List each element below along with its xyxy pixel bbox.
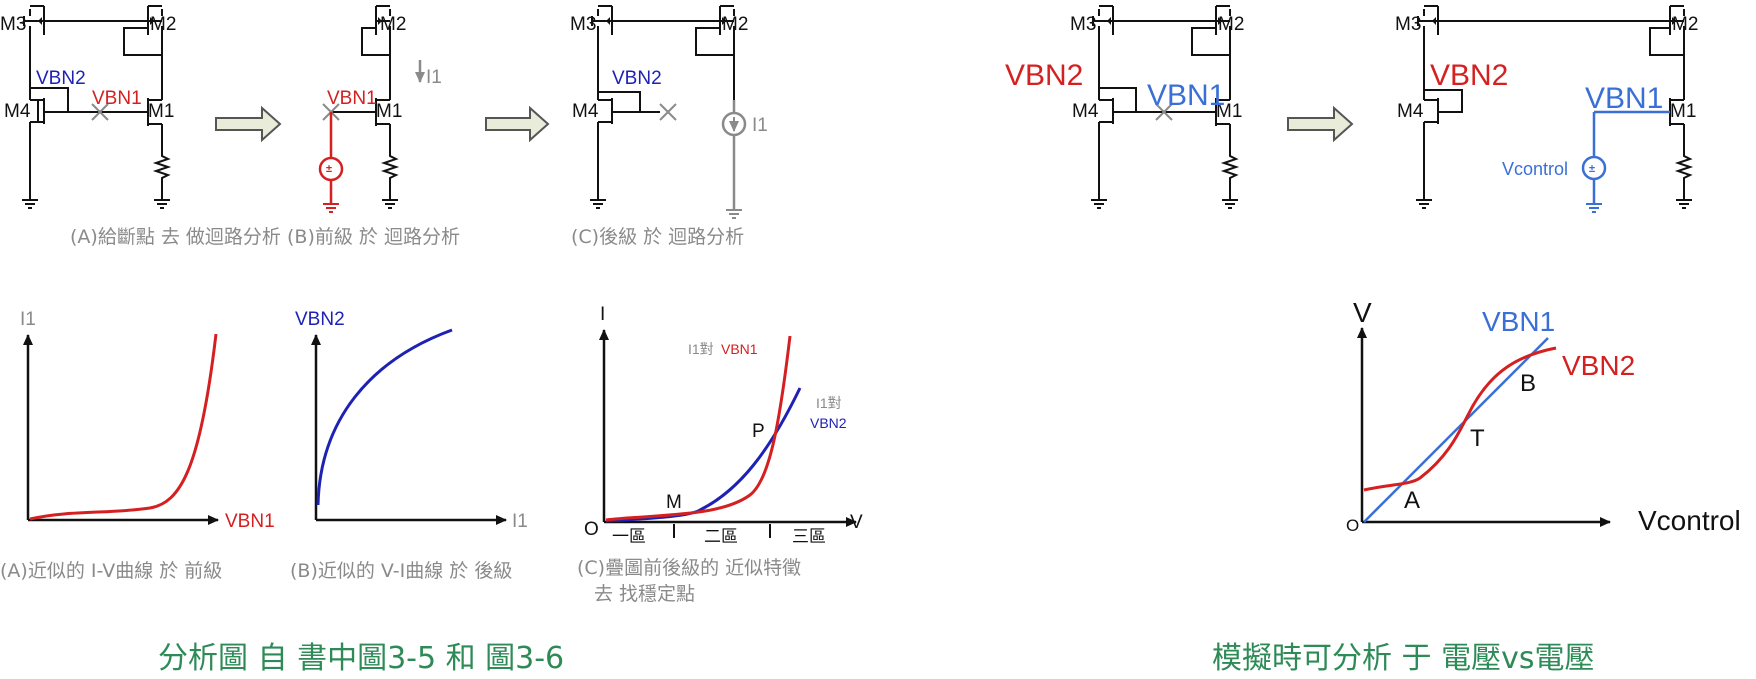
caption-line1: (C)疊圖前後級的 近似特徵 [577, 557, 801, 579]
label-i1: I1 [752, 115, 768, 136]
svg-text:±: ± [326, 163, 332, 175]
label-m3: M3 [570, 14, 596, 35]
x-label: I1 [512, 511, 528, 532]
transition-arrow [485, 105, 550, 143]
curve1-label-v: VBN1 [721, 341, 758, 357]
label-vbn2: VBN2 [1430, 59, 1508, 92]
transition-arrow [1287, 105, 1354, 143]
label-m2: M2 [380, 14, 406, 35]
curve-label: VBN2 [1562, 350, 1635, 381]
voltage-source-icon [318, 156, 344, 182]
label-vbn2: VBN2 [36, 68, 86, 89]
footer-left: 分析圖 自 書中圖3-5 和 圖3-6 [158, 641, 564, 676]
line-vbn1 [1363, 337, 1549, 523]
label-m2: M2 [1672, 14, 1698, 35]
label-vbn2: VBN2 [612, 68, 662, 89]
caption-line2: 去 找穩定點 [594, 583, 695, 605]
label-m4: M4 [1397, 101, 1424, 122]
point-b: B [1520, 370, 1536, 397]
label-m2: M2 [150, 14, 176, 35]
label-vcontrol: Vcontrol [1502, 159, 1568, 179]
transistor-m1 [147, 98, 163, 150]
label-m1: M1 [1670, 101, 1696, 122]
graph-a: I1 VBN1 (A)近似的 I-V曲線 於 前級 [0, 309, 275, 582]
label-vbn1: VBN1 [1147, 79, 1225, 112]
point-a: A [1404, 487, 1420, 514]
circuit-b: M2 M1 I1 VBN1 ± (B)前級 於 迴路分析 [287, 5, 460, 248]
curve-vbn2 [1363, 346, 1557, 492]
circuit-e: M3 M2 M4 M1 ± VBN2 VBN1 Vcontrol [1395, 5, 1698, 213]
label-m3: M3 [0, 14, 26, 35]
y-label: V [1353, 297, 1372, 328]
origin-label: O [584, 519, 599, 540]
label-m2: M2 [722, 14, 748, 35]
curve-vbn1 [605, 335, 792, 522]
graph-d: V Vcontrol O VBN1 VBN2 A T B [1346, 297, 1741, 536]
point-m: M [666, 492, 682, 513]
label-m1: M1 [376, 101, 402, 122]
caption-c: (C)後級 於 迴路分析 [571, 226, 744, 248]
label-i1: I1 [426, 67, 442, 88]
circuit-c: M3 M2 M4 VBN2 I1 (C)後級 於 迴路分析 [570, 5, 768, 248]
iv-curve [29, 333, 218, 521]
svg-text:±: ± [1589, 163, 1595, 175]
x-label: VBN1 [225, 511, 275, 532]
label-vbn1: VBN1 [1585, 82, 1663, 115]
label-vbn1: VBN1 [92, 88, 142, 109]
graph-b: VBN2 I1 (B)近似的 V-I曲線 於 後級 [290, 309, 528, 582]
curve2-label-v: VBN2 [810, 415, 847, 431]
caption-a: (A)給斷點 去 做迴路分析 [70, 226, 281, 248]
label-m2: M2 [1218, 14, 1244, 35]
region-3: 三區 [792, 527, 826, 546]
label-m1: M1 [148, 101, 174, 122]
voltage-source-icon [1581, 155, 1607, 181]
point-p: P [752, 421, 765, 442]
label-m4: M4 [4, 101, 31, 122]
y-label: I1 [20, 309, 36, 330]
x-label: Vcontrol [1638, 505, 1741, 536]
y-label: I [600, 304, 605, 325]
graph-c: I V O I1對 VBN1 I1對 VBN2 M P 一區 二區 三區 (C)… [577, 304, 863, 605]
region-2: 二區 [704, 527, 738, 546]
label-m1: M1 [1216, 101, 1242, 122]
label-m4: M4 [572, 101, 599, 122]
region-1: 一區 [612, 527, 646, 546]
transistor-m4 [29, 95, 45, 200]
curve2-label-i: I1對 [816, 395, 842, 411]
label-vbn2: VBN2 [1005, 59, 1083, 92]
caption-b: (B)前級 於 迴路分析 [287, 226, 460, 248]
transition-arrow [215, 105, 282, 143]
label-m3: M3 [1395, 14, 1421, 35]
caption: (B)近似的 V-I曲線 於 後級 [290, 560, 512, 582]
y-label: VBN2 [295, 309, 345, 330]
curve1-label-i: I1對 [688, 341, 714, 357]
label-m4: M4 [1072, 101, 1099, 122]
line-label: VBN1 [1482, 306, 1555, 337]
point-t: T [1470, 425, 1485, 452]
vi-curve [316, 328, 453, 506]
footer-right: 模擬時可分析 于 電壓vs電壓 [1212, 641, 1594, 676]
label-m3: M3 [1070, 14, 1096, 35]
circuit-d: M3 M2 M4 M1 VBN2 VBN1 [1005, 5, 1244, 209]
resistor [152, 150, 172, 200]
current-source-icon [721, 111, 747, 137]
caption: (A)近似的 I-V曲線 於 前級 [0, 560, 222, 582]
circuit-a: M3 M2 M4 M1 VBN2 VBN1 [0, 5, 176, 209]
origin-label: O [1346, 516, 1359, 535]
x-label: V [850, 512, 863, 533]
label-vbn1: VBN1 [327, 88, 377, 109]
